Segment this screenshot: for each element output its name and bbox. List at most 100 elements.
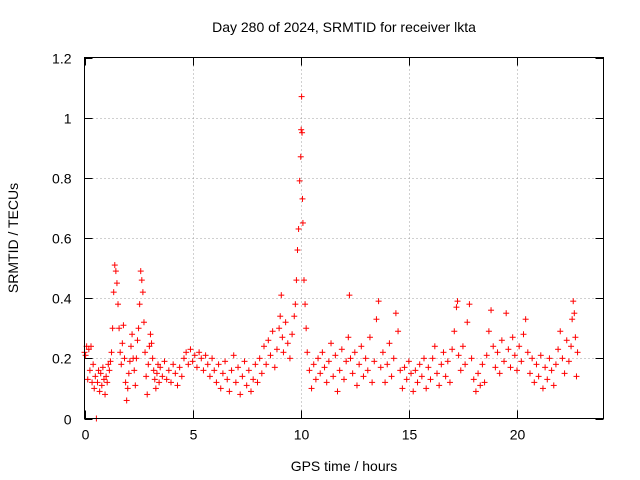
data-point (464, 319, 471, 326)
data-point (569, 316, 576, 323)
data-point (138, 277, 145, 284)
data-point (103, 373, 110, 380)
data-point (248, 388, 255, 395)
data-point (230, 352, 237, 359)
data-point (239, 373, 246, 380)
data-point (156, 379, 163, 386)
data-point (187, 346, 194, 353)
data-point (356, 361, 363, 368)
data-point (122, 379, 129, 386)
data-point (118, 361, 125, 368)
data-point (132, 382, 139, 389)
data-point (371, 358, 378, 365)
data-point (213, 379, 220, 386)
data-point (206, 373, 213, 380)
data-point (161, 358, 168, 365)
data-point (94, 379, 101, 386)
data-point (168, 379, 174, 386)
data-point (215, 361, 222, 368)
data-point (310, 361, 317, 368)
data-point (165, 367, 172, 374)
data-point (522, 316, 529, 323)
data-point (121, 355, 128, 362)
data-point (125, 370, 132, 377)
data-point (222, 358, 229, 365)
data-point (87, 343, 94, 350)
data-point (104, 379, 111, 386)
data-point (542, 364, 549, 371)
data-point (232, 379, 239, 386)
data-point (279, 334, 286, 341)
data-point (260, 343, 267, 350)
data-point (148, 340, 155, 347)
data-point (518, 358, 525, 365)
data-point (153, 370, 160, 377)
data-point (537, 352, 544, 359)
data-point (336, 367, 343, 374)
data-point (377, 364, 384, 371)
data-point (111, 262, 118, 269)
data-point (183, 349, 190, 356)
data-point (390, 355, 397, 362)
data-point (568, 343, 575, 350)
chart-title: Day 280 of 2024, SRMTID for receiver lkt… (212, 19, 476, 35)
data-point (159, 373, 166, 380)
data-point (254, 379, 261, 386)
data-point (226, 388, 233, 395)
data-point (269, 328, 276, 335)
data-point (86, 367, 93, 374)
data-point (414, 379, 421, 386)
data-point (408, 370, 415, 377)
data-point (427, 376, 434, 383)
data-point (119, 340, 126, 347)
data-point (131, 367, 138, 374)
data-point (392, 310, 399, 317)
data-point (548, 367, 555, 374)
data-point (85, 346, 92, 353)
data-point (457, 367, 464, 374)
data-point (146, 343, 153, 350)
data-point (485, 328, 492, 335)
data-point (113, 280, 120, 287)
data-point (217, 385, 224, 392)
data-point (235, 364, 242, 371)
data-point (573, 373, 580, 380)
data-point (123, 397, 130, 404)
data-point (140, 319, 147, 326)
data-point (237, 391, 244, 398)
data-point (110, 289, 117, 296)
data-point (395, 328, 402, 335)
data-point (410, 388, 417, 395)
data-point (360, 373, 367, 380)
data-point (416, 361, 423, 368)
data-point (369, 379, 376, 386)
data-point (198, 355, 205, 362)
data-point (299, 129, 306, 136)
data-point (343, 358, 350, 365)
data-point (451, 328, 458, 335)
data-point (189, 358, 196, 365)
data-point (170, 361, 177, 368)
data-point (347, 355, 354, 362)
data-point (565, 358, 572, 365)
data-point (303, 325, 310, 332)
data-point (498, 337, 505, 344)
data-point (492, 364, 499, 371)
y-tick-label: 0.8 (52, 171, 72, 187)
x-tick-label: 5 (190, 427, 198, 443)
data-point (97, 370, 104, 377)
data-point (193, 364, 200, 371)
data-point (418, 373, 425, 380)
data-point (481, 379, 488, 386)
data-point (455, 352, 462, 359)
data-point (346, 292, 353, 299)
data-point (572, 334, 579, 341)
data-point (89, 379, 96, 386)
data-point (438, 361, 445, 368)
data-point (126, 358, 133, 365)
data-point (449, 346, 456, 353)
data-point (91, 385, 98, 392)
data-point (490, 343, 497, 350)
data-point (82, 352, 89, 359)
data-point (405, 358, 412, 365)
